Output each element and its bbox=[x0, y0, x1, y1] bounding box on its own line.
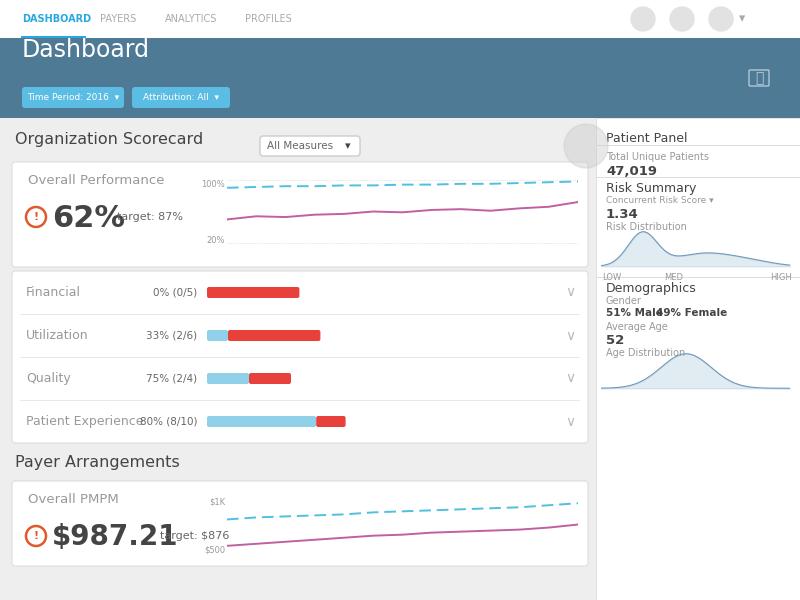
Text: ⎙: ⎙ bbox=[755, 71, 763, 85]
Text: Quality: Quality bbox=[26, 372, 70, 385]
Text: $1K: $1K bbox=[209, 497, 225, 506]
FancyBboxPatch shape bbox=[0, 0, 800, 38]
FancyBboxPatch shape bbox=[596, 118, 597, 600]
Text: Overall Performance: Overall Performance bbox=[28, 174, 165, 187]
Circle shape bbox=[631, 7, 655, 31]
Text: 51% Male: 51% Male bbox=[606, 308, 663, 318]
FancyBboxPatch shape bbox=[12, 162, 588, 267]
Text: 75% (2/4): 75% (2/4) bbox=[146, 373, 197, 383]
Text: Total Unique Patients: Total Unique Patients bbox=[606, 152, 709, 162]
Text: Risk Summary: Risk Summary bbox=[606, 182, 696, 195]
FancyBboxPatch shape bbox=[207, 287, 299, 298]
FancyBboxPatch shape bbox=[596, 177, 800, 178]
Text: 0% (0/5): 0% (0/5) bbox=[153, 287, 197, 298]
Text: LOW: LOW bbox=[602, 273, 622, 282]
Circle shape bbox=[564, 124, 608, 168]
Text: MED: MED bbox=[665, 273, 683, 282]
Text: Average Age: Average Age bbox=[606, 322, 668, 332]
Text: ∨: ∨ bbox=[565, 329, 575, 343]
FancyBboxPatch shape bbox=[207, 373, 249, 384]
Text: Time Period: 2016  ▾: Time Period: 2016 ▾ bbox=[27, 93, 119, 102]
FancyBboxPatch shape bbox=[20, 356, 580, 358]
FancyBboxPatch shape bbox=[228, 330, 320, 341]
FancyBboxPatch shape bbox=[596, 145, 800, 146]
Text: PAYERS: PAYERS bbox=[100, 14, 136, 24]
Text: Concurrent Risk Score ▾: Concurrent Risk Score ▾ bbox=[606, 196, 714, 205]
Text: 47,019: 47,019 bbox=[606, 165, 657, 178]
Text: 49% Female: 49% Female bbox=[656, 308, 727, 318]
Text: Overall PMPM: Overall PMPM bbox=[28, 493, 118, 506]
Text: ▾: ▾ bbox=[739, 13, 746, 25]
Circle shape bbox=[670, 7, 694, 31]
Text: PROFILES: PROFILES bbox=[245, 14, 292, 24]
Text: 20%: 20% bbox=[206, 236, 225, 245]
Text: Patient Panel: Patient Panel bbox=[606, 132, 687, 145]
FancyBboxPatch shape bbox=[316, 416, 346, 427]
Text: 100%: 100% bbox=[202, 180, 225, 189]
Text: ∨: ∨ bbox=[565, 371, 575, 385]
FancyBboxPatch shape bbox=[20, 400, 580, 401]
Text: $500: $500 bbox=[204, 545, 225, 554]
FancyBboxPatch shape bbox=[0, 38, 800, 118]
Text: Attribution: All  ▾: Attribution: All ▾ bbox=[143, 93, 219, 102]
FancyBboxPatch shape bbox=[132, 87, 230, 108]
FancyBboxPatch shape bbox=[249, 373, 291, 384]
Text: Payer Arrangements: Payer Arrangements bbox=[15, 455, 180, 470]
Text: Age Distribution: Age Distribution bbox=[606, 348, 686, 358]
Text: !: ! bbox=[34, 531, 38, 541]
Text: $987.21: $987.21 bbox=[52, 523, 178, 551]
Circle shape bbox=[709, 7, 733, 31]
Text: 62%: 62% bbox=[52, 204, 125, 233]
Text: Financial: Financial bbox=[26, 286, 81, 299]
Text: ∨: ∨ bbox=[565, 286, 575, 299]
Text: Demographics: Demographics bbox=[606, 282, 697, 295]
Text: ∨: ∨ bbox=[565, 415, 575, 428]
Text: Risk Distribution: Risk Distribution bbox=[606, 222, 687, 232]
FancyBboxPatch shape bbox=[12, 271, 588, 443]
Text: Utilization: Utilization bbox=[26, 329, 89, 342]
Text: !: ! bbox=[34, 212, 38, 222]
Text: Patient Experience: Patient Experience bbox=[26, 415, 143, 428]
Text: Dashboard: Dashboard bbox=[22, 38, 150, 62]
FancyBboxPatch shape bbox=[260, 136, 360, 156]
FancyBboxPatch shape bbox=[596, 277, 800, 278]
Text: 52: 52 bbox=[606, 334, 624, 347]
Text: 1.34: 1.34 bbox=[606, 208, 638, 221]
Text: ANALYTICS: ANALYTICS bbox=[165, 14, 218, 24]
FancyBboxPatch shape bbox=[596, 118, 800, 600]
FancyBboxPatch shape bbox=[207, 416, 316, 427]
Text: HIGH: HIGH bbox=[770, 273, 792, 282]
Text: target: $876: target: $876 bbox=[160, 531, 230, 541]
FancyBboxPatch shape bbox=[12, 481, 588, 566]
Text: 33% (2/6): 33% (2/6) bbox=[146, 331, 197, 340]
Text: Organization Scorecard: Organization Scorecard bbox=[15, 132, 203, 147]
Text: Gender: Gender bbox=[606, 296, 642, 306]
FancyBboxPatch shape bbox=[21, 35, 86, 38]
Text: target: 87%: target: 87% bbox=[117, 212, 183, 222]
Text: ▾: ▾ bbox=[345, 141, 351, 151]
FancyBboxPatch shape bbox=[20, 313, 580, 314]
Text: 80% (8/10): 80% (8/10) bbox=[139, 416, 197, 427]
FancyBboxPatch shape bbox=[207, 330, 228, 341]
Text: DASHBOARD: DASHBOARD bbox=[22, 14, 91, 24]
FancyBboxPatch shape bbox=[22, 87, 124, 108]
Text: All Measures: All Measures bbox=[267, 141, 333, 151]
